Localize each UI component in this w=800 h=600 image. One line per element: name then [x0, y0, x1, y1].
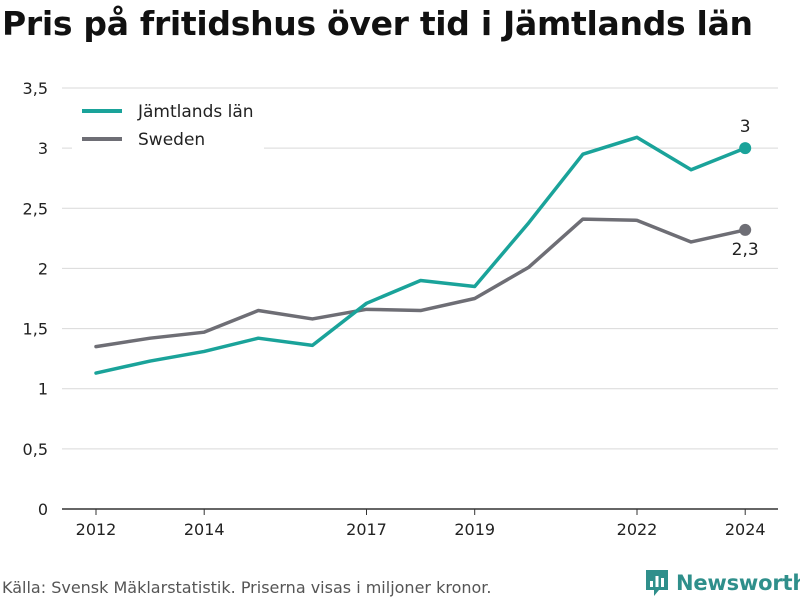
x-tick-label: 2022 [617, 520, 658, 539]
source-note: Källa: Svensk Mäklarstatistik. Priserna … [2, 578, 492, 597]
y-tick-label: 3,5 [23, 79, 48, 98]
y-tick-label: 2,5 [23, 199, 48, 218]
y-tick-label: 0 [38, 500, 48, 519]
bar-chart-icon [646, 570, 668, 596]
x-tick-label: 2019 [454, 520, 495, 539]
x-tick-label: 2012 [76, 520, 117, 539]
series-lines [94, 135, 747, 375]
y-tick-label: 2 [38, 259, 48, 278]
brand-logo[interactable]: Newsworthy [644, 568, 800, 598]
series-line [94, 135, 747, 375]
x-tick-label: 2024 [725, 520, 766, 539]
end-point [739, 223, 752, 236]
series-line [94, 217, 747, 349]
brand-name: Newsworthy [676, 571, 800, 595]
end-point [739, 142, 752, 155]
x-tick-label: 2014 [184, 520, 225, 539]
y-tick-label: 1,5 [23, 320, 48, 339]
legend: Jämtlands län Sweden [72, 96, 264, 152]
legend-label: Sweden [138, 130, 205, 150]
series-end-points: 32,3 [732, 117, 759, 260]
end-value-label: 3 [740, 117, 751, 137]
legend-label: Jämtlands län [137, 102, 254, 122]
x-tick-label: 2017 [346, 520, 387, 539]
y-tick-label: 0,5 [23, 440, 48, 459]
end-value-label: 2,3 [732, 240, 759, 260]
y-tick-label: 1 [38, 380, 48, 399]
chart-title: Pris på fritidshus över tid i Jämtlands … [2, 4, 753, 43]
y-axis-tick-labels: 0 0,5 1 1,5 2 2,5 3 3,5 [23, 79, 48, 519]
legend-background [72, 96, 264, 152]
x-axis-tick-labels: 2012 2014 2017 2019 2022 2024 [76, 509, 766, 539]
grid-lines [62, 87, 778, 510]
y-tick-label: 3 [38, 139, 48, 158]
